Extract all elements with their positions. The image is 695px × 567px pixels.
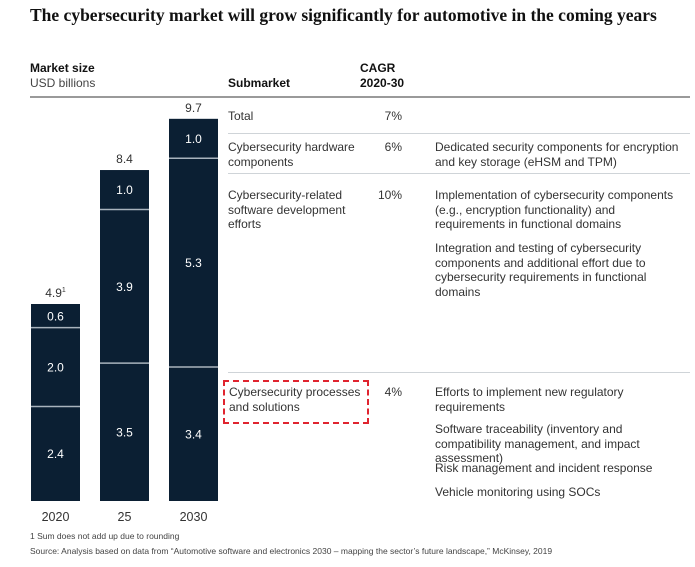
submarket-header: Submarket [228,76,291,90]
highlight-box [223,380,369,424]
row-hardware-description: Dedicated security components for encryp… [435,140,679,169]
row-processes-description: Vehicle monitoring using SOCs [435,485,601,499]
row-software-submarket: Cybersecurity-related software developme… [228,188,346,231]
segment-value-label: 3.4 [185,428,202,442]
segment-value-label: 5.3 [185,256,202,270]
row-divider [228,372,690,373]
segment-value-label: 1.0 [185,132,202,146]
segment-value-label: 1.0 [116,183,133,197]
segment-value-label: 3.5 [116,426,133,440]
row-divider [228,133,690,134]
row-software-description: Implementation of cybersecurity componen… [435,188,674,231]
row-processes-description: Efforts to implement new regulatory requ… [435,385,624,414]
row-software-description: Integration and testing of cybersecurity… [435,241,647,299]
bar-segment [31,304,80,328]
footnote: 1 Sum does not add up due to rounding [30,531,180,541]
unit-label: USD billions [30,76,96,90]
row-processes-submarket: Cybersecurity processes and solutions [229,385,361,414]
bar-segment [100,363,149,501]
row-hardware-cagr: 6% [384,140,402,154]
chart-title: The cybersecurity market will grow signi… [30,5,657,25]
source-note: Source: Analysis based on data from “Aut… [30,546,553,556]
market-size-header: Market size [30,61,95,75]
row-processes-description: Software traceability (inventory and com… [435,422,640,465]
row-hardware-submarket: Cybersecurity hardware components [228,140,355,169]
bar-segment [169,158,218,368]
row-total-submarket: Total [228,109,254,123]
header-rule [30,96,690,98]
x-axis-category-label: 2030 [180,510,208,524]
bar-segment [31,406,80,501]
bar-segment [100,209,149,364]
segment-value-label: 0.6 [47,309,64,323]
bar-total-label: 4.91 [45,286,66,300]
row-software-cagr: 10% [377,188,402,202]
bar-total-label: 9.7 [185,101,202,115]
bar-segment [169,367,218,501]
bar-segment [31,327,80,407]
segment-value-label: 2.4 [47,447,64,461]
row-divider [228,173,690,174]
cagr-period-header: 2020-30 [360,76,405,90]
segment-value-label: 2.0 [47,361,64,375]
x-axis-category-label: 2020 [42,510,70,524]
segment-value-label: 3.9 [116,280,133,294]
bar-segment [100,170,149,210]
bar-segment [169,118,218,159]
cagr-header: CAGR [360,61,396,75]
row-processes-cagr: 4% [384,385,402,399]
x-axis-category-label: 25 [118,510,132,524]
bar-total-label: 8.4 [116,152,133,166]
row-processes-description: Risk management and incident response [435,461,653,475]
row-total-cagr: 7% [384,109,402,123]
